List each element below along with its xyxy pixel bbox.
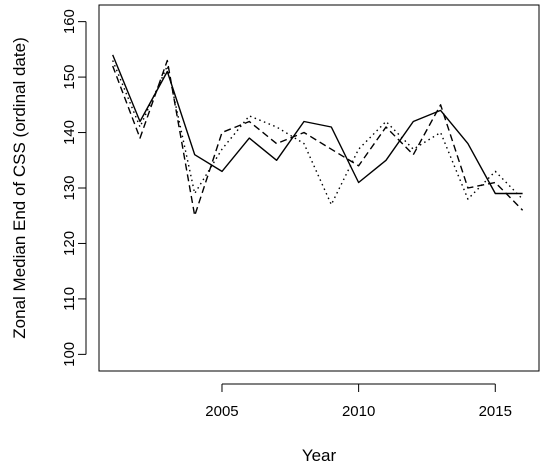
x-tick-label: 2015: [479, 403, 512, 420]
x-axis-label: Year: [302, 446, 337, 465]
y-tick-label: 160: [61, 9, 78, 34]
y-axis: 100 110 120 130 140 150 160: [61, 9, 87, 367]
y-tick-label: 110: [61, 287, 78, 311]
x-tick-label: 2005: [205, 403, 238, 420]
y-tick-label: 130: [61, 175, 78, 200]
y-tick-label: 140: [61, 120, 78, 145]
plot-frame: [98, 4, 540, 372]
y-tick-label: 120: [61, 231, 78, 256]
x-axis: 2005 2010 2015: [205, 383, 512, 420]
series-layer: [112, 54, 524, 217]
series-line-dotted: [112, 60, 524, 206]
y-tick-label: 150: [61, 65, 78, 90]
x-tick-label: 2010: [342, 403, 375, 420]
y-tick-label: 100: [61, 342, 78, 367]
series-line-dashed: [112, 59, 524, 217]
series-line-solid: [112, 54, 523, 195]
y-axis-label: Zonal Median End of CSS (ordinal date): [10, 37, 29, 338]
